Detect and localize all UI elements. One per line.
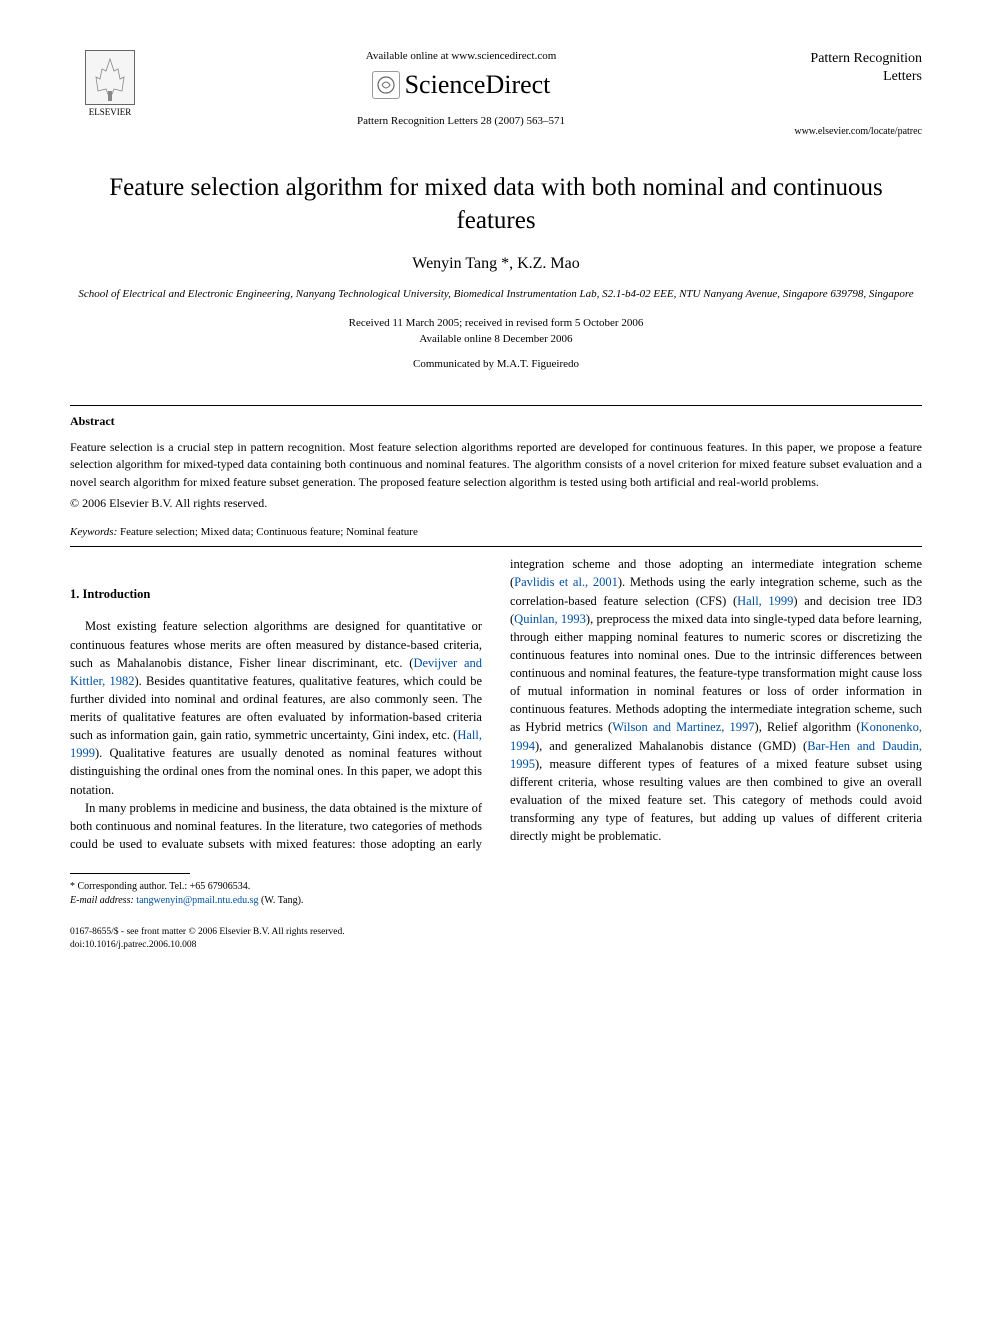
- bottom-line2: doi:10.1016/j.patrec.2006.10.008: [70, 939, 479, 952]
- sciencedirect-logo: ScienceDirect: [170, 70, 752, 100]
- p2-text-e: ), Relief algorithm (: [755, 720, 861, 734]
- center-header: Available online at www.sciencedirect.co…: [150, 50, 772, 127]
- keywords-label: Keywords:: [70, 526, 117, 538]
- bottom-line1: 0167-8655/$ - see front matter © 2006 El…: [70, 926, 479, 939]
- citation-wilson[interactable]: Wilson and Martinez, 1997: [612, 720, 754, 734]
- divider-bottom: [70, 546, 922, 547]
- paragraph-1: Most existing feature selection algorith…: [70, 617, 482, 798]
- abstract-heading: Abstract: [70, 414, 922, 429]
- corresponding-author-footnote: * Corresponding author. Tel.: +65 679065…: [70, 880, 479, 908]
- citation-hall-2[interactable]: Hall, 1999: [737, 594, 793, 608]
- bottom-copyright: 0167-8655/$ - see front matter © 2006 El…: [70, 926, 479, 953]
- elsevier-tree-icon: [85, 50, 135, 105]
- p1-text-c: ). Qualitative features are usually deno…: [70, 746, 482, 796]
- keywords-text: Feature selection; Mixed data; Continuou…: [117, 526, 418, 538]
- journal-name-line1: Pattern Recognition: [810, 51, 922, 66]
- footnote-email-label: E-mail address:: [70, 895, 134, 906]
- divider-top: [70, 405, 922, 406]
- body-columns: 1. Introduction Most existing feature se…: [70, 555, 922, 853]
- journal-name-line2: Letters: [883, 69, 922, 84]
- affiliation: School of Electrical and Electronic Engi…: [70, 287, 922, 302]
- p2-text-f: ), and generalized Mahalanobis distance …: [535, 739, 807, 753]
- dates-line2: Available online 8 December 2006: [419, 333, 572, 345]
- elsevier-label: ELSEVIER: [70, 107, 150, 117]
- citation-pavlidis[interactable]: Pavlidis et al., 2001: [514, 575, 618, 589]
- journal-url: www.elsevier.com/locate/patrec: [772, 126, 922, 137]
- page-header: ELSEVIER Available online at www.science…: [70, 50, 922, 137]
- journal-reference: Pattern Recognition Letters 28 (2007) 56…: [170, 115, 752, 127]
- footnote-email-suffix: (W. Tang).: [259, 895, 304, 906]
- abstract-copyright: © 2006 Elsevier B.V. All rights reserved…: [70, 495, 922, 512]
- p2-text-d: ), preprocess the mixed data into single…: [510, 612, 922, 735]
- section-1-heading: 1. Introduction: [70, 585, 482, 603]
- communicated-by: Communicated by M.A.T. Figueiredo: [70, 358, 922, 370]
- abstract-text: Feature selection is a crucial step in p…: [70, 439, 922, 491]
- right-header: Pattern Recognition Letters www.elsevier…: [772, 50, 922, 137]
- available-online-text: Available online at www.sciencedirect.co…: [170, 50, 752, 62]
- footnote-corresponding: * Corresponding author. Tel.: +65 679065…: [70, 880, 479, 894]
- journal-name: Pattern Recognition Letters: [772, 50, 922, 86]
- sciencedirect-text: ScienceDirect: [405, 70, 551, 100]
- dates-line1: Received 11 March 2005; received in revi…: [349, 317, 644, 329]
- footnote-email[interactable]: tangwenyin@pmail.ntu.edu.sg: [136, 895, 258, 906]
- footnote-separator: [70, 873, 190, 874]
- article-title: Feature selection algorithm for mixed da…: [70, 172, 922, 237]
- elsevier-logo: ELSEVIER: [70, 50, 150, 117]
- citation-quinlan[interactable]: Quinlan, 1993: [514, 612, 586, 626]
- sciencedirect-icon: [372, 71, 400, 99]
- keywords: Keywords: Feature selection; Mixed data;…: [70, 526, 922, 538]
- p2-text-g: ), measure different types of features o…: [510, 757, 922, 844]
- article-dates: Received 11 March 2005; received in revi…: [70, 315, 922, 348]
- authors: Wenyin Tang *, K.Z. Mao: [70, 255, 922, 273]
